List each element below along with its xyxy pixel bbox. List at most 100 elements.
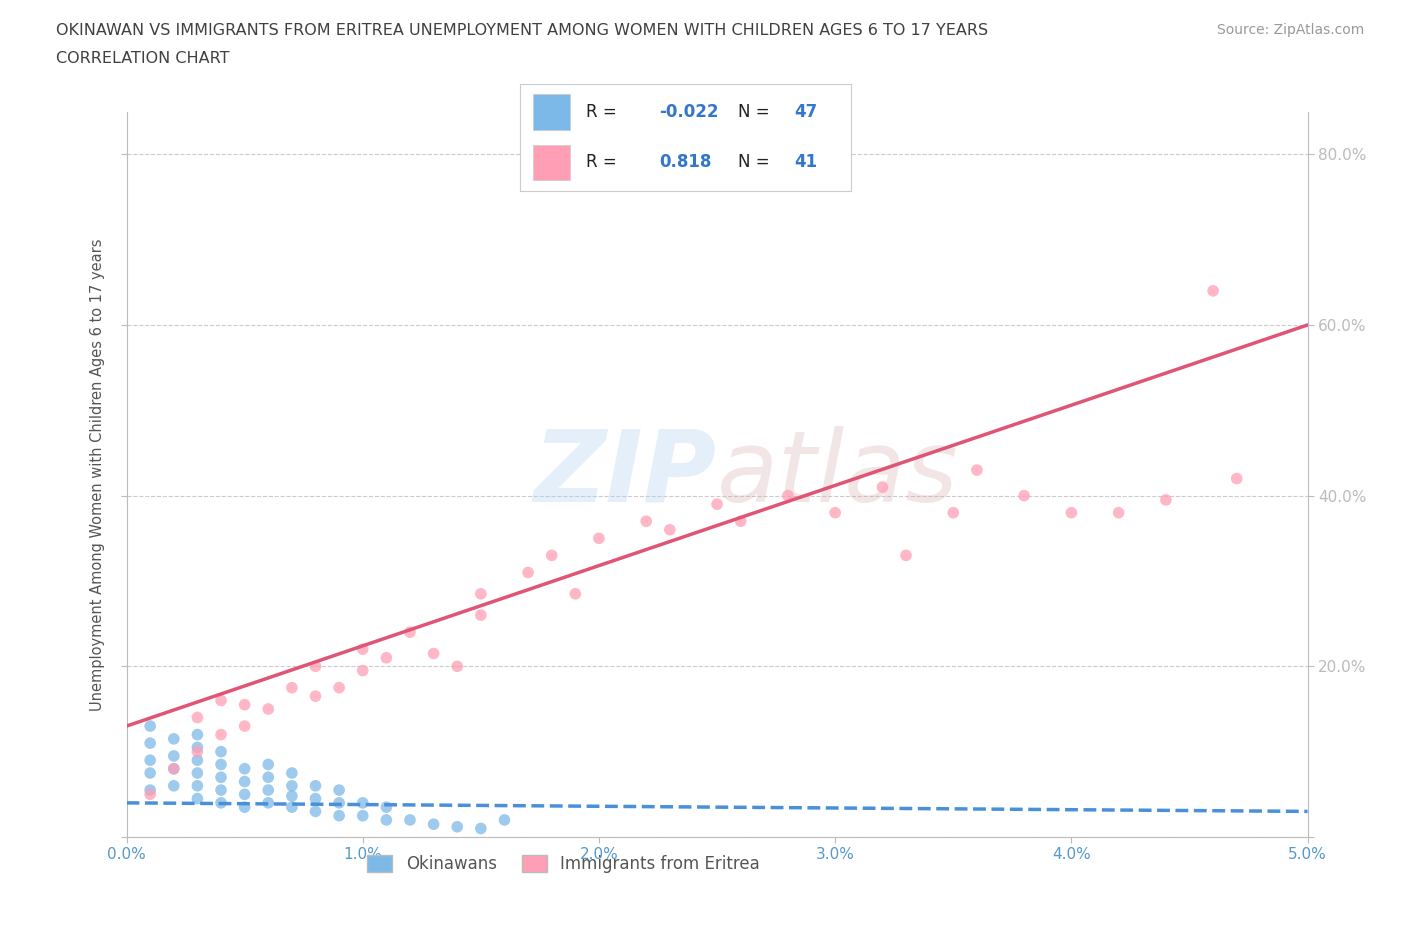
Text: OKINAWAN VS IMMIGRANTS FROM ERITREA UNEMPLOYMENT AMONG WOMEN WITH CHILDREN AGES : OKINAWAN VS IMMIGRANTS FROM ERITREA UNEM…	[56, 23, 988, 38]
Point	[1154, 493, 1177, 508]
Point	[139, 765, 162, 780]
Point	[375, 813, 398, 828]
Point	[328, 783, 350, 798]
Point	[304, 791, 326, 806]
Point	[281, 800, 304, 815]
Point	[281, 765, 304, 780]
Point	[186, 740, 208, 755]
Point	[209, 783, 232, 798]
Point	[730, 513, 752, 528]
Point	[399, 625, 422, 640]
Point	[352, 795, 374, 810]
Point	[163, 762, 186, 777]
Point	[824, 505, 846, 520]
Point	[328, 795, 350, 810]
Point	[281, 789, 304, 804]
Point	[304, 804, 326, 818]
Point	[328, 680, 350, 695]
Point	[1060, 505, 1083, 520]
Point	[966, 462, 988, 477]
Point	[894, 548, 917, 563]
Point	[1012, 488, 1035, 503]
Point	[186, 711, 208, 725]
Text: R =: R =	[586, 103, 617, 121]
Point	[209, 727, 232, 742]
Point	[257, 701, 280, 716]
Point	[186, 752, 208, 767]
Point	[872, 480, 894, 495]
Point	[470, 821, 492, 836]
Point	[163, 762, 186, 777]
Point	[281, 778, 304, 793]
Point	[233, 800, 256, 815]
Point	[706, 497, 728, 512]
Point	[163, 731, 186, 746]
Point	[163, 749, 186, 764]
Point	[446, 819, 468, 834]
Point	[422, 646, 444, 661]
Point	[470, 607, 492, 622]
Point	[942, 505, 965, 520]
Point	[517, 565, 540, 580]
Point	[375, 800, 398, 815]
Point	[470, 586, 492, 601]
Point	[1108, 505, 1130, 520]
Point	[139, 787, 162, 802]
Text: 0.818: 0.818	[659, 153, 711, 171]
Point	[209, 744, 232, 759]
Point	[209, 693, 232, 708]
Text: N =: N =	[738, 153, 770, 171]
Point	[257, 770, 280, 785]
Text: 47: 47	[794, 103, 818, 121]
Point	[233, 774, 256, 789]
Point	[304, 658, 326, 673]
Point	[352, 663, 374, 678]
Point	[304, 689, 326, 704]
Point	[304, 778, 326, 793]
Text: 41: 41	[794, 153, 817, 171]
Point	[281, 680, 304, 695]
Point	[139, 783, 162, 798]
Point	[163, 778, 186, 793]
Point	[139, 736, 162, 751]
Text: -0.022: -0.022	[659, 103, 718, 121]
FancyBboxPatch shape	[533, 145, 569, 180]
Point	[422, 817, 444, 831]
Point	[494, 813, 516, 828]
Point	[233, 719, 256, 734]
Point	[186, 765, 208, 780]
Point	[540, 548, 562, 563]
Point	[658, 523, 681, 538]
Point	[636, 513, 658, 528]
Point	[352, 642, 374, 657]
Point	[233, 762, 256, 777]
Point	[776, 488, 799, 503]
Point	[375, 650, 398, 665]
Point	[139, 752, 162, 767]
Point	[186, 778, 208, 793]
Point	[564, 586, 586, 601]
Point	[233, 787, 256, 802]
Point	[446, 658, 468, 673]
Point	[209, 757, 232, 772]
Text: R =: R =	[586, 153, 617, 171]
Point	[257, 757, 280, 772]
Point	[186, 744, 208, 759]
Point	[209, 770, 232, 785]
Point	[209, 795, 232, 810]
Point	[186, 791, 208, 806]
Point	[257, 795, 280, 810]
Text: ZIP: ZIP	[534, 426, 717, 523]
Point	[257, 783, 280, 798]
Point	[352, 808, 374, 823]
Text: CORRELATION CHART: CORRELATION CHART	[56, 51, 229, 66]
Text: N =: N =	[738, 103, 770, 121]
Point	[1202, 284, 1225, 299]
Text: atlas: atlas	[717, 426, 959, 523]
Legend: Okinawans, Immigrants from Eritrea: Okinawans, Immigrants from Eritrea	[361, 848, 766, 880]
Point	[139, 719, 162, 734]
Point	[328, 808, 350, 823]
Point	[186, 727, 208, 742]
Text: Source: ZipAtlas.com: Source: ZipAtlas.com	[1216, 23, 1364, 37]
FancyBboxPatch shape	[533, 95, 569, 129]
